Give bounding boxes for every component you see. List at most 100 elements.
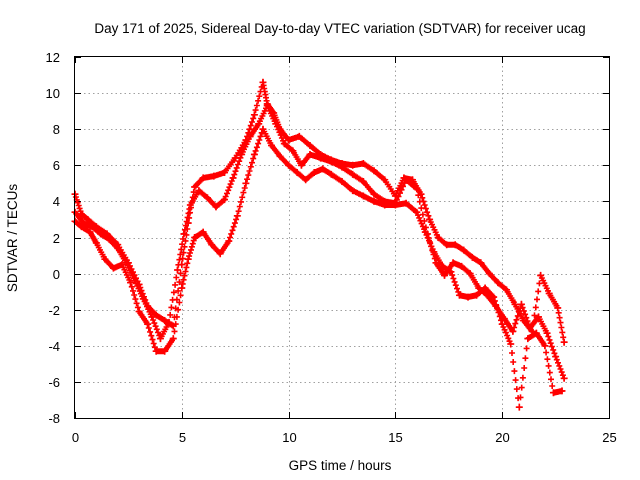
data-point	[541, 342, 549, 350]
data-point	[511, 300, 519, 308]
series-2-markers	[72, 102, 568, 382]
data-point	[455, 291, 463, 299]
x-tick-label: 0	[72, 430, 79, 445]
data-point	[458, 262, 466, 270]
data-point	[517, 300, 525, 308]
data-point	[289, 147, 297, 155]
data-point	[502, 286, 510, 294]
data-point	[319, 165, 327, 173]
data-point	[515, 403, 523, 411]
data-point	[413, 208, 421, 216]
data-point	[338, 178, 346, 186]
data-point	[349, 161, 357, 169]
data-point	[161, 347, 169, 355]
y-tick-label: 8	[53, 122, 60, 137]
data-point	[306, 150, 314, 158]
y-tick-label: 6	[53, 158, 60, 173]
data-point	[498, 320, 506, 328]
data-point	[210, 172, 218, 180]
data-point	[306, 141, 314, 149]
x-tick-label: 10	[282, 430, 296, 445]
data-point	[349, 187, 357, 195]
y-tick-label: 12	[46, 50, 60, 65]
data-point	[178, 284, 186, 292]
data-point	[268, 141, 276, 149]
data-point	[381, 201, 389, 209]
y-tick-label: 2	[53, 231, 60, 246]
data-point	[199, 174, 207, 182]
data-point	[250, 111, 258, 119]
data-point	[302, 176, 310, 184]
grid-lines	[75, 57, 609, 418]
data-point	[131, 277, 139, 285]
data-point	[468, 253, 476, 261]
data-point	[161, 317, 169, 325]
data-point	[118, 261, 126, 269]
data-point	[359, 192, 367, 200]
data-point	[285, 136, 293, 144]
x-tick-label: 15	[388, 430, 402, 445]
data-point	[165, 318, 173, 326]
data-point	[451, 241, 459, 249]
data-point	[101, 255, 109, 263]
data-point	[77, 223, 85, 231]
data-point	[174, 266, 182, 274]
data-point	[255, 120, 263, 128]
data-point	[524, 335, 532, 343]
data-point	[558, 387, 566, 395]
data-point	[259, 125, 267, 133]
data-point	[438, 262, 446, 270]
data-point	[152, 311, 160, 319]
data-point	[109, 264, 117, 272]
y-axis-label: SDTVAR / TECUs	[5, 184, 20, 293]
data-point	[199, 228, 207, 236]
data-point	[208, 241, 216, 249]
data-point	[543, 329, 551, 337]
data-point	[152, 347, 160, 355]
y-tick-label: -6	[48, 375, 60, 390]
data-point	[490, 293, 498, 301]
data-point	[370, 167, 378, 175]
data-point	[92, 239, 100, 247]
data-point	[139, 295, 147, 303]
data-point	[212, 203, 220, 211]
data-point	[310, 169, 318, 177]
data-point	[169, 335, 177, 343]
data-point	[477, 259, 485, 267]
data-point	[238, 150, 246, 158]
y-tick-label: 0	[53, 267, 60, 282]
data-point	[86, 228, 94, 236]
data-point	[88, 223, 96, 231]
series-3	[71, 125, 566, 411]
data-point	[413, 185, 421, 193]
data-point	[156, 335, 164, 343]
x-tick-label: 25	[602, 430, 616, 445]
data-point	[359, 178, 367, 186]
data-point	[509, 327, 517, 335]
series-3-markers	[72, 126, 565, 411]
data-point	[560, 374, 568, 382]
data-point	[449, 259, 457, 267]
data-point	[554, 304, 562, 312]
data-point	[481, 284, 489, 292]
data-point	[466, 270, 474, 278]
data-point	[297, 161, 305, 169]
data-point	[180, 230, 188, 238]
y-tick-label: -2	[48, 303, 60, 318]
data-point	[148, 313, 156, 321]
data-point	[195, 187, 203, 195]
data-point	[242, 179, 250, 187]
data-point	[263, 102, 271, 110]
x-tick-label: 20	[495, 430, 509, 445]
data-point	[532, 329, 540, 337]
data-point	[447, 268, 455, 276]
data-point	[272, 120, 280, 128]
y-tick-label: 10	[46, 86, 60, 101]
data-point	[370, 197, 378, 205]
data-point	[295, 132, 303, 140]
data-point	[485, 270, 493, 278]
chart-title: Day 171 of 2025, Sidereal Day-to-day VTE…	[94, 21, 585, 36]
data-point	[430, 248, 438, 256]
data-point	[233, 212, 241, 220]
